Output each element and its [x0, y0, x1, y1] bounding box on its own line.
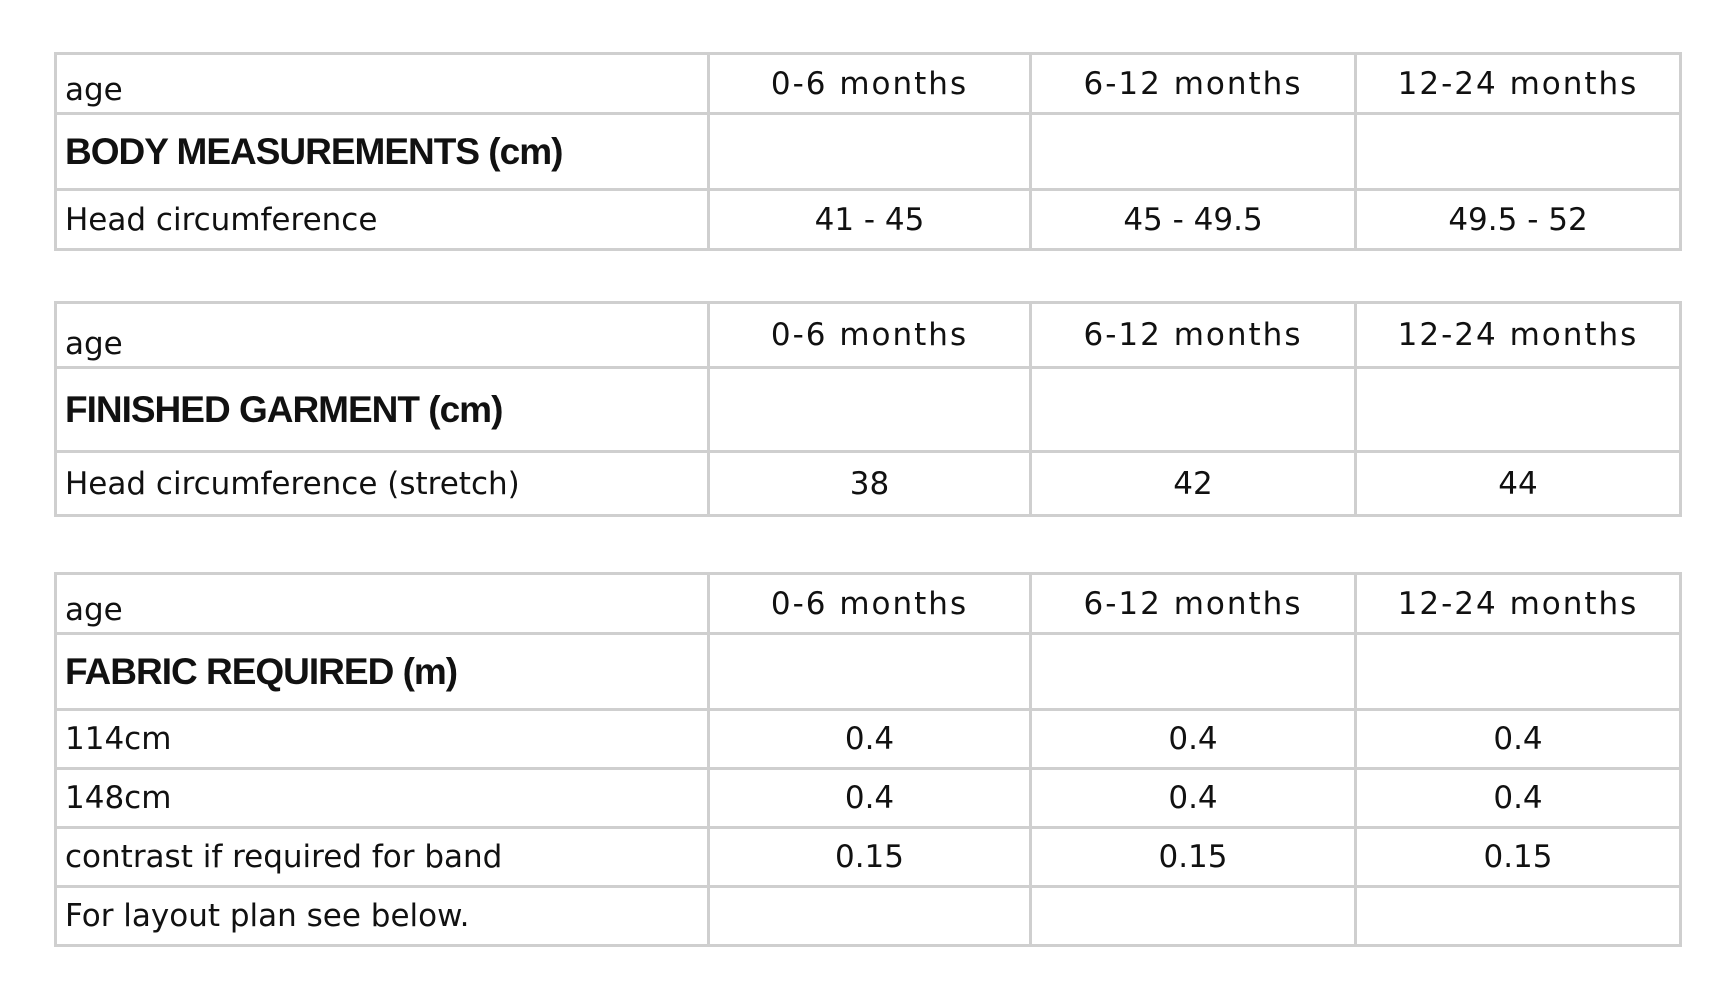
row-label: contrast if required for band — [54, 826, 710, 888]
cell: 6-12 months — [1029, 52, 1357, 115]
cell: 44 — [1354, 450, 1682, 517]
section-row: BODY MEASUREMENTS (cm) — [54, 112, 1682, 191]
cell — [707, 885, 1032, 947]
size-table: age 0-6 months 6-12 months 12-24 months BODY… — [54, 52, 1682, 251]
cell — [1029, 885, 1357, 947]
row-label: Head circumference — [54, 188, 710, 251]
size-table: age 0-6 months 6-12 months 12-24 months FABR… — [54, 572, 1682, 947]
data-row: For layout plan see below. — [54, 885, 1682, 947]
cell: 42 — [1029, 450, 1357, 517]
header-row: age 0-6 months 6-12 months 12-24 months — [54, 301, 1682, 369]
cell: 0.4 — [1029, 708, 1357, 770]
cell: 38 — [707, 450, 1032, 517]
table-body: age 0-6 months 6-12 months 12-24 months BODY… — [54, 52, 1682, 251]
cell: 0-6 months — [707, 572, 1032, 635]
cell: 0.15 — [707, 826, 1032, 888]
data-row: Head circumference (stretch) 38 42 44 — [54, 450, 1682, 517]
cell: 49.5 - 52 — [1354, 188, 1682, 251]
cell — [1354, 112, 1682, 191]
table-body: age 0-6 months 6-12 months 12-24 months FINI… — [54, 301, 1682, 517]
row-label: Head circumference (stretch) — [54, 450, 710, 517]
cell: 0.4 — [707, 708, 1032, 770]
cell: 0-6 months — [707, 301, 1032, 369]
cell: 0.4 — [1354, 767, 1682, 829]
section-row: FABRIC REQUIRED (m) — [54, 632, 1682, 711]
cell — [707, 112, 1032, 191]
row-label: For layout plan see below. — [54, 885, 710, 947]
data-row: 148cm 0.4 0.4 0.4 — [54, 767, 1682, 829]
data-row: contrast if required for band 0.15 0.15 0.1… — [54, 826, 1682, 888]
data-row: Head circumference 41 - 45 45 - 49.5 49.5 -… — [54, 188, 1682, 251]
cell: 0.4 — [1354, 708, 1682, 770]
size-table: age 0-6 months 6-12 months 12-24 months FINI… — [54, 301, 1682, 517]
row-label: 114cm — [54, 708, 710, 770]
cell — [1029, 632, 1357, 711]
cell: 41 - 45 — [707, 188, 1032, 251]
cell: 0.15 — [1354, 826, 1682, 888]
cell: 12-24 months — [1354, 572, 1682, 635]
table-body: age 0-6 months 6-12 months 12-24 months FABR… — [54, 572, 1682, 947]
cell — [1029, 366, 1357, 453]
cell: 12-24 months — [1354, 52, 1682, 115]
cell: 0.4 — [1029, 767, 1357, 829]
row-label: 148cm — [54, 767, 710, 829]
cell: 0.4 — [707, 767, 1032, 829]
cell — [1354, 366, 1682, 453]
cell: 6-12 months — [1029, 572, 1357, 635]
cell — [707, 632, 1032, 711]
cell — [707, 366, 1032, 453]
row-label: age — [54, 52, 710, 115]
cell: 45 - 49.5 — [1029, 188, 1357, 251]
cell: 12-24 months — [1354, 301, 1682, 369]
cell — [1354, 885, 1682, 947]
cell: 0.15 — [1029, 826, 1357, 888]
section-title: BODY MEASUREMENTS (cm) — [54, 112, 710, 191]
cell — [1029, 112, 1357, 191]
header-row: age 0-6 months 6-12 months 12-24 months — [54, 52, 1682, 115]
row-label: age — [54, 301, 710, 369]
cell — [1354, 632, 1682, 711]
row-label: age — [54, 572, 710, 635]
section-title: FINISHED GARMENT (cm) — [54, 366, 710, 453]
section-title: FABRIC REQUIRED (m) — [54, 632, 710, 711]
cell: 0-6 months — [707, 52, 1032, 115]
section-row: FINISHED GARMENT (cm) — [54, 366, 1682, 453]
header-row: age 0-6 months 6-12 months 12-24 months — [54, 572, 1682, 635]
data-row: 114cm 0.4 0.4 0.4 — [54, 708, 1682, 770]
cell: 6-12 months — [1029, 301, 1357, 369]
